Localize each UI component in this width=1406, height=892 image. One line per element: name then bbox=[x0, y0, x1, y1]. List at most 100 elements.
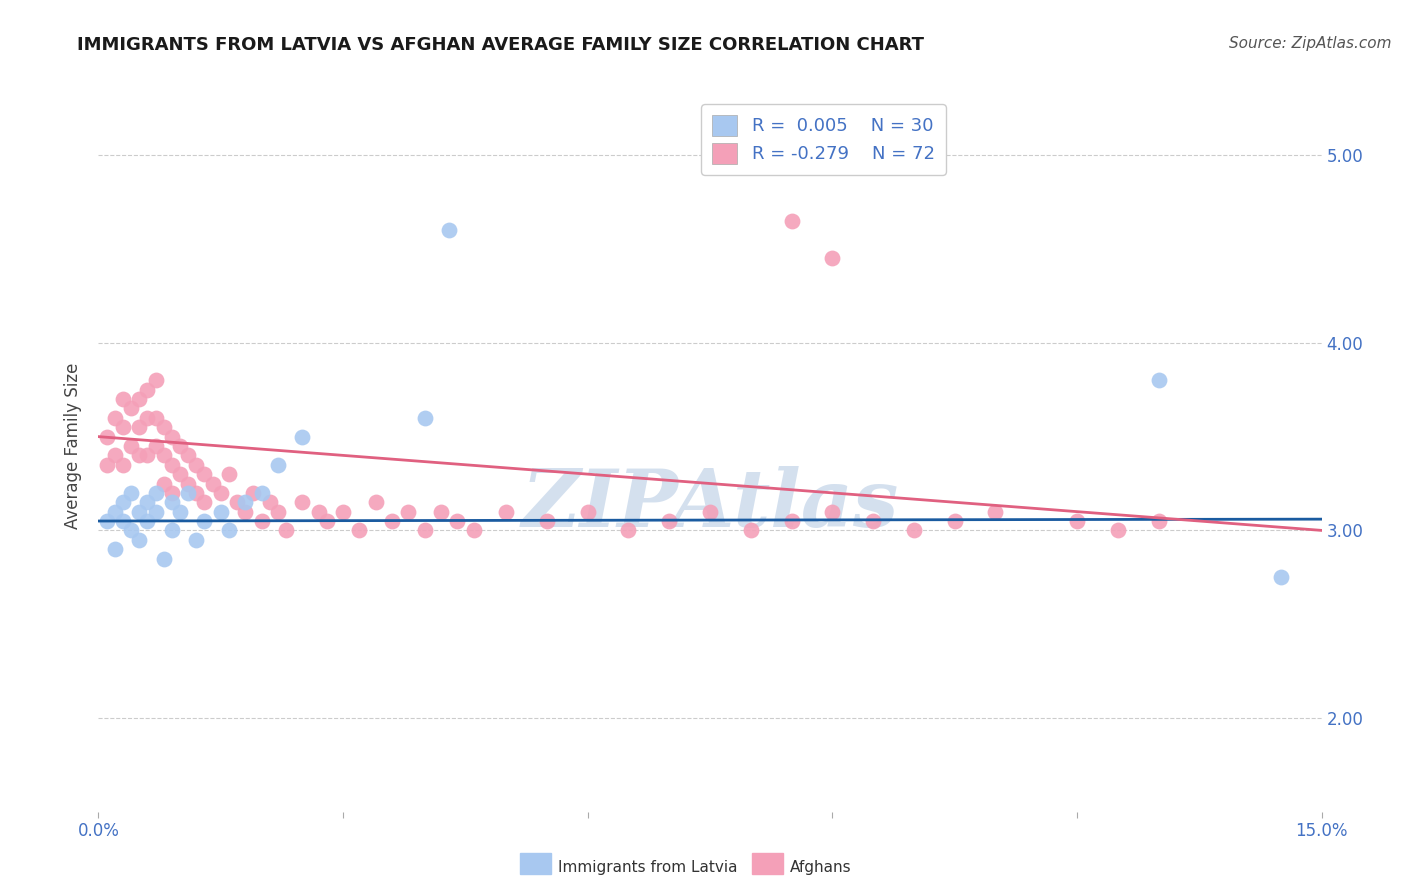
Point bbox=[160, 429, 183, 443]
Point bbox=[259, 495, 281, 509]
Point bbox=[332, 505, 354, 519]
Point bbox=[177, 449, 200, 463]
Point bbox=[308, 505, 330, 519]
Point bbox=[617, 524, 640, 538]
Point bbox=[226, 495, 249, 509]
Point bbox=[145, 410, 167, 425]
Point bbox=[160, 458, 183, 472]
Point bbox=[111, 495, 134, 509]
Point bbox=[780, 514, 803, 528]
Point bbox=[291, 495, 314, 509]
Point bbox=[193, 514, 215, 528]
Point bbox=[193, 495, 215, 509]
Point bbox=[136, 410, 159, 425]
Point bbox=[96, 429, 118, 443]
Point bbox=[152, 476, 174, 491]
Point bbox=[120, 439, 142, 453]
Point bbox=[128, 392, 150, 406]
Point bbox=[152, 420, 174, 434]
Point bbox=[120, 401, 142, 416]
Point bbox=[136, 383, 159, 397]
Point bbox=[128, 449, 150, 463]
Point bbox=[96, 458, 118, 472]
Text: Source: ZipAtlas.com: Source: ZipAtlas.com bbox=[1229, 36, 1392, 51]
Point bbox=[1270, 570, 1292, 584]
Point bbox=[274, 524, 297, 538]
Point bbox=[381, 514, 404, 528]
Point bbox=[413, 524, 436, 538]
Point bbox=[152, 551, 174, 566]
Point bbox=[111, 458, 134, 472]
Point bbox=[233, 495, 256, 509]
Point bbox=[291, 429, 314, 443]
Point bbox=[903, 524, 925, 538]
Point bbox=[209, 486, 232, 500]
Point bbox=[186, 458, 208, 472]
Point bbox=[145, 505, 167, 519]
Point bbox=[315, 514, 337, 528]
Text: IMMIGRANTS FROM LATVIA VS AFGHAN AVERAGE FAMILY SIZE CORRELATION CHART: IMMIGRANTS FROM LATVIA VS AFGHAN AVERAGE… bbox=[77, 36, 924, 54]
Point bbox=[821, 252, 844, 266]
Point bbox=[446, 514, 468, 528]
Point bbox=[111, 420, 134, 434]
Point bbox=[536, 514, 558, 528]
Point bbox=[111, 514, 134, 528]
Point bbox=[413, 410, 436, 425]
Point bbox=[169, 467, 191, 482]
Point bbox=[96, 514, 118, 528]
Text: Afghans: Afghans bbox=[790, 860, 852, 874]
Point bbox=[186, 533, 208, 547]
Point bbox=[437, 223, 460, 237]
Point bbox=[218, 467, 240, 482]
Point bbox=[145, 486, 167, 500]
Point bbox=[1147, 514, 1170, 528]
Point bbox=[111, 392, 134, 406]
Point bbox=[862, 514, 884, 528]
Point bbox=[136, 449, 159, 463]
Point bbox=[177, 486, 200, 500]
Point bbox=[349, 524, 371, 538]
Point bbox=[145, 373, 167, 387]
Point bbox=[242, 486, 264, 500]
Point bbox=[250, 514, 273, 528]
Point bbox=[984, 505, 1007, 519]
Point bbox=[104, 410, 127, 425]
Point bbox=[267, 458, 290, 472]
Point bbox=[740, 524, 762, 538]
Point bbox=[943, 514, 966, 528]
Point bbox=[160, 495, 183, 509]
Point bbox=[699, 505, 721, 519]
Point bbox=[495, 505, 517, 519]
Text: ZIPAtlas: ZIPAtlas bbox=[522, 466, 898, 543]
Point bbox=[1066, 514, 1088, 528]
Point bbox=[169, 439, 191, 453]
Point bbox=[128, 533, 150, 547]
Point bbox=[209, 505, 232, 519]
Point bbox=[780, 214, 803, 228]
Point bbox=[193, 467, 215, 482]
Point bbox=[128, 505, 150, 519]
Point bbox=[136, 495, 159, 509]
Point bbox=[364, 495, 387, 509]
Point bbox=[104, 505, 127, 519]
Point bbox=[160, 524, 183, 538]
Point bbox=[396, 505, 419, 519]
Point bbox=[658, 514, 681, 528]
Point bbox=[576, 505, 599, 519]
Point bbox=[430, 505, 453, 519]
Point bbox=[152, 449, 174, 463]
Point bbox=[201, 476, 224, 491]
Point bbox=[169, 505, 191, 519]
Point bbox=[218, 524, 240, 538]
Point bbox=[120, 486, 142, 500]
Point bbox=[177, 476, 200, 491]
Point bbox=[267, 505, 290, 519]
Legend: R =  0.005    N = 30, R = -0.279    N = 72: R = 0.005 N = 30, R = -0.279 N = 72 bbox=[702, 104, 946, 175]
Text: Immigrants from Latvia: Immigrants from Latvia bbox=[558, 860, 738, 874]
Point bbox=[1107, 524, 1129, 538]
Point bbox=[145, 439, 167, 453]
Point bbox=[821, 505, 844, 519]
Point bbox=[186, 486, 208, 500]
Point bbox=[104, 542, 127, 557]
Point bbox=[463, 524, 485, 538]
